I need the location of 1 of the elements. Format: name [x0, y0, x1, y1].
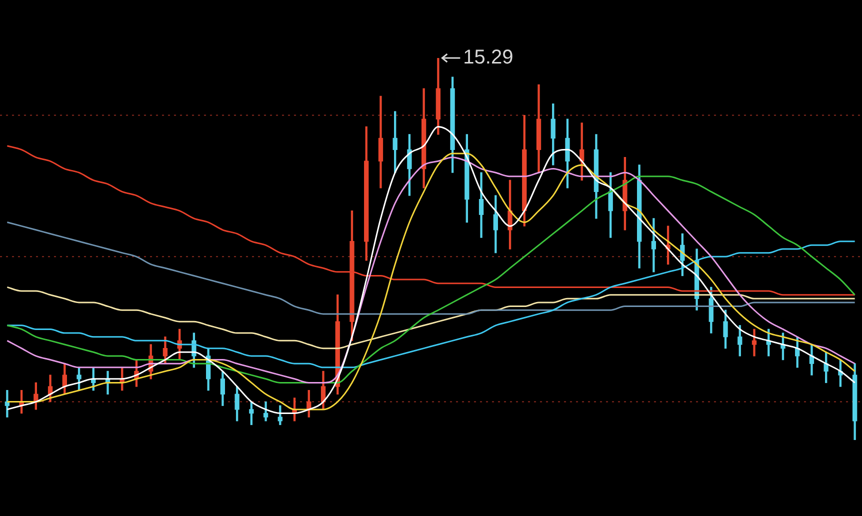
annotation: 15.29 — [463, 46, 514, 69]
